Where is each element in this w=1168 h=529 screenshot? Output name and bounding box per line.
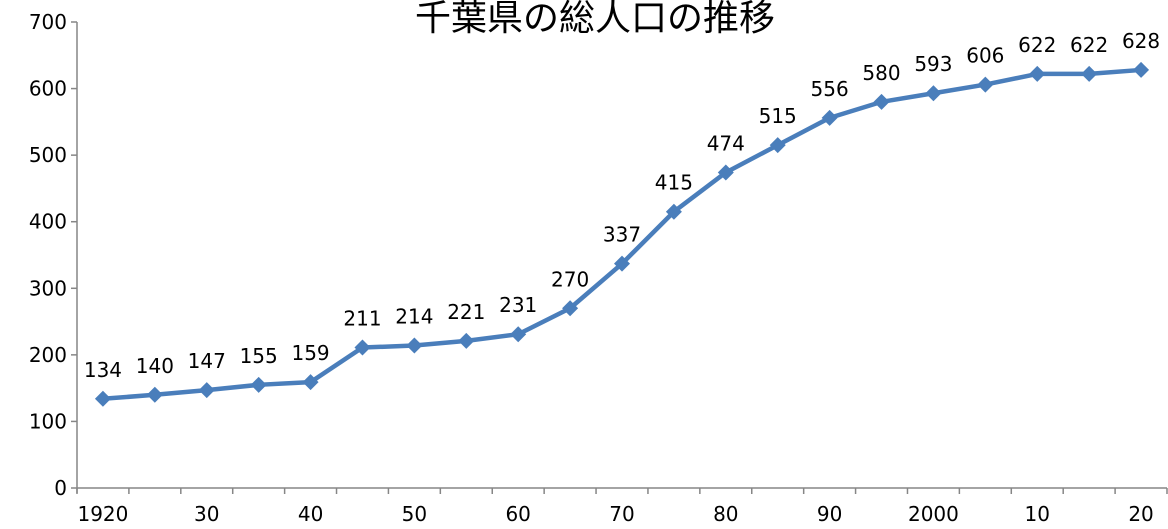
axes bbox=[71, 21, 1168, 494]
data-label: 337 bbox=[603, 223, 641, 247]
data-point-marker bbox=[821, 109, 838, 126]
x-tick-label: 90 bbox=[817, 502, 842, 526]
chart-title: 千葉県の総人口の推移 bbox=[415, 0, 775, 39]
data-point-marker bbox=[354, 339, 371, 356]
x-tick-label: 40 bbox=[298, 502, 323, 526]
data-label: 159 bbox=[291, 341, 329, 365]
data-point-marker bbox=[925, 85, 942, 102]
data-point-marker bbox=[250, 376, 267, 393]
data-label: 221 bbox=[447, 300, 485, 324]
data-point-marker bbox=[1133, 61, 1150, 78]
data-label: 593 bbox=[914, 52, 952, 76]
data-label: 622 bbox=[1018, 33, 1056, 57]
data-label: 231 bbox=[499, 293, 537, 317]
data-label: 134 bbox=[84, 358, 122, 382]
x-tick-label: 20 bbox=[1128, 502, 1153, 526]
x-tick-label: 30 bbox=[194, 502, 219, 526]
data-point-marker bbox=[1081, 65, 1098, 82]
data-label: 147 bbox=[188, 349, 226, 373]
data-label: 580 bbox=[862, 61, 900, 85]
data-point-marker bbox=[665, 203, 682, 220]
data-point-marker bbox=[562, 300, 579, 317]
data-label: 140 bbox=[136, 354, 174, 378]
x-tick-label: 80 bbox=[713, 502, 738, 526]
data-point-marker bbox=[769, 137, 786, 154]
y-tick-label: 600 bbox=[29, 77, 67, 101]
data-label: 622 bbox=[1070, 33, 1108, 57]
y-tick-label: 300 bbox=[29, 276, 67, 300]
y-tick-label: 0 bbox=[54, 476, 67, 500]
data-point-marker bbox=[614, 255, 630, 272]
y-axis-tick-labels: 0 100 200 300 400 500 600 700 bbox=[29, 10, 67, 500]
data-label: 270 bbox=[551, 267, 589, 291]
x-tick-label: 60 bbox=[505, 502, 530, 526]
y-tick-label: 200 bbox=[29, 343, 67, 367]
x-tick-label: 10 bbox=[1025, 502, 1050, 526]
x-tick-label: 2000 bbox=[908, 502, 959, 526]
y-tick-label: 400 bbox=[29, 210, 67, 234]
data-label: 415 bbox=[655, 171, 693, 195]
data-point-marker bbox=[94, 390, 111, 407]
data-point-marker bbox=[717, 164, 734, 181]
data-label: 556 bbox=[811, 77, 849, 101]
data-label: 155 bbox=[240, 344, 278, 368]
data-label: 606 bbox=[966, 44, 1004, 68]
data-point-marker bbox=[302, 374, 319, 391]
x-axis-tick-labels: 1920 30 40 50 60 70 80 90 2000 10 20 bbox=[77, 502, 1153, 526]
data-point-marker bbox=[873, 93, 890, 110]
series-population bbox=[94, 61, 1150, 407]
data-label: 211 bbox=[343, 307, 381, 331]
x-tick-label: 1920 bbox=[77, 502, 128, 526]
data-label: 515 bbox=[759, 104, 797, 128]
y-tick-label: 500 bbox=[29, 143, 67, 167]
y-tick-label: 700 bbox=[29, 10, 67, 34]
data-label: 214 bbox=[395, 305, 433, 329]
data-labels: 134 140 147 155 159 211 214 221 231 270 337 415 474 5… bbox=[84, 29, 1160, 382]
x-tick-label: 50 bbox=[402, 502, 427, 526]
data-point-marker bbox=[1029, 65, 1046, 82]
data-point-marker bbox=[510, 326, 527, 343]
data-label: 628 bbox=[1122, 29, 1160, 53]
y-tick-label: 100 bbox=[29, 409, 67, 433]
data-label: 474 bbox=[707, 131, 745, 155]
data-point-marker bbox=[977, 76, 994, 93]
data-point-marker bbox=[458, 332, 475, 349]
data-point-marker bbox=[198, 382, 215, 399]
data-point-marker bbox=[406, 337, 423, 354]
x-tick-label: 70 bbox=[609, 502, 634, 526]
data-point-marker bbox=[146, 386, 163, 403]
